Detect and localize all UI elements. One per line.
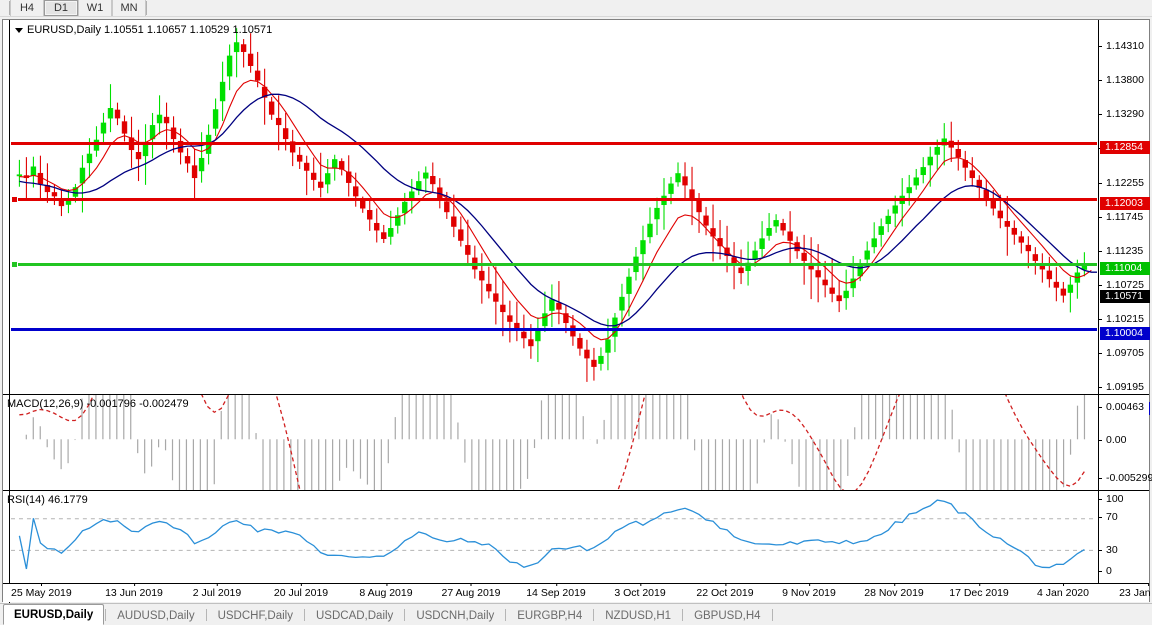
date-tick: 20 Jul 2019 — [273, 583, 329, 599]
level-line-resistance-upper[interactable] — [11, 142, 1097, 145]
rsi-plot-area — [11, 491, 1097, 583]
price-level-label[interactable]: 1.12003 — [1100, 197, 1150, 210]
candlestick-plot — [16, 28, 1097, 382]
price-level-label[interactable]: 1.11004 — [1100, 262, 1150, 275]
toolbar-divider-end — [146, 1, 147, 15]
chart-header: EURUSD,Daily 1.10551 1.10657 1.10529 1.1… — [15, 24, 272, 36]
symbol-tab-divider — [105, 609, 107, 621]
price-tick: 1.10215 — [1099, 313, 1150, 325]
symbol-tab-divider — [505, 609, 507, 621]
symbol-tab-bar: EURUSD,Daily AUDUSD,Daily USDCHF,Daily USDC… — [0, 603, 1152, 625]
price-tick: 1.11745 — [1099, 211, 1150, 223]
rsi-left-rail — [3, 491, 10, 583]
date-tick: 4 Jan 2020 — [1037, 583, 1089, 599]
macd-pane[interactable]: MACD(12,26,9) -0.001796 -0.002479 0.0046… — [3, 394, 1152, 490]
date-tick: 9 Nov 2019 — [782, 583, 836, 599]
macd-tick: -0.005299 — [1099, 472, 1152, 484]
timeframe-button-mn[interactable]: MN — [112, 0, 146, 16]
symbol-tab-divider — [593, 609, 595, 621]
level-drag-handle[interactable] — [11, 196, 18, 203]
symbol-tab-divider — [303, 609, 305, 621]
date-tick: 28 Nov 2019 — [864, 583, 924, 599]
price-tick: 1.12255 — [1099, 177, 1150, 189]
toolbar-divider — [9, 1, 10, 15]
toolbar-grip — [0, 0, 9, 16]
macd-header: MACD(12,26,9) -0.001796 -0.002479 — [7, 398, 189, 410]
symbol-tab-eurgbp-h4[interactable]: EURGBP,H4 — [517, 609, 583, 622]
symbol-tab-divider-end — [771, 609, 773, 621]
date-tick: 2 Jul 2019 — [192, 583, 242, 599]
date-tick: 3 Oct 2019 — [614, 583, 666, 599]
date-tick: 17 Dec 2019 — [949, 583, 1009, 599]
symbol-tab-divider — [205, 609, 207, 621]
price-tick: 1.11235 — [1099, 245, 1150, 257]
date-tick: 27 Aug 2019 — [441, 583, 501, 599]
price-level-label[interactable]: 1.10571 — [1100, 290, 1150, 303]
price-tick: 1.10725 — [1099, 279, 1150, 291]
price-chart-pane[interactable]: EURUSD,Daily 1.10551 1.10657 1.10529 1.1… — [11, 20, 1097, 394]
timeframe-toolbar: H4 D1 W1 MN — [0, 0, 1152, 17]
date-tick: 22 Oct 2019 — [696, 583, 754, 599]
rsi-tick: 100 — [1099, 493, 1150, 505]
level-line-resistance-lower[interactable] — [11, 196, 1097, 203]
rsi-tick: 0 — [1099, 565, 1150, 577]
date-axis[interactable]: 25 May 2019 13 Jun 2019 2 Jul 2019 20 Jul 2… — [3, 583, 1152, 602]
chart-header-text: EURUSD,Daily 1.10551 1.10657 1.10529 1.1… — [27, 24, 273, 36]
date-tick: 25 May 2019 — [11, 583, 72, 599]
macd-scale-axis: 0.00463 0.00 -0.005299 — [1098, 395, 1152, 490]
timeframe-button-h4[interactable]: H4 — [10, 0, 44, 16]
macd-plot — [19, 395, 1086, 490]
macd-tick: 0.00463 — [1099, 401, 1150, 413]
price-level-label[interactable]: 1.10004 — [1100, 327, 1150, 340]
date-tick: 13 Jun 2019 — [105, 583, 163, 599]
timeframe-button-w1[interactable]: W1 — [78, 0, 112, 16]
symbol-tab-audusd-daily[interactable]: AUDUSD,Daily — [117, 609, 195, 622]
date-tick: 14 Sep 2019 — [526, 583, 586, 599]
symbol-tab-usdcad-daily[interactable]: USDCAD,Daily — [315, 609, 394, 622]
timeframe-button-d1[interactable]: D1 — [44, 0, 78, 16]
chart-left-rail — [3, 20, 10, 603]
price-level-label[interactable]: 1.12854 — [1100, 141, 1150, 154]
rsi-plot — [11, 499, 1097, 570]
macd-plot-area — [11, 395, 1097, 490]
symbol-tab-divider — [404, 609, 406, 621]
date-tick: 23 Jan 2020 — [1119, 583, 1152, 599]
symbol-tab-divider — [682, 609, 684, 621]
collapse-arrow-icon[interactable] — [15, 27, 23, 33]
level-line-support-upper[interactable] — [11, 328, 1097, 331]
price-tick: 1.14310 — [1099, 40, 1150, 52]
price-tick: 1.13290 — [1099, 108, 1150, 120]
level-line-pivot-level[interactable] — [11, 261, 1097, 268]
macd-tick: 0.00 — [1099, 434, 1150, 446]
rsi-tick: 30 — [1099, 544, 1150, 556]
chart-frame: EURUSD,Daily 1.10551 1.10657 1.10529 1.1… — [2, 19, 1152, 603]
price-tick: 1.13800 — [1099, 74, 1150, 86]
symbol-tab-usdcnh-daily[interactable]: USDCNH,Daily — [416, 609, 495, 622]
rsi-pane[interactable]: RSI(14) 46.1779 100 70 30 0 — [3, 490, 1149, 583]
rsi-scale-axis: 100 70 30 0 — [1098, 491, 1149, 583]
symbol-tab-gbpusd-h4[interactable]: GBPUSD,H4 — [694, 609, 761, 622]
rsi-tick: 70 — [1099, 511, 1150, 523]
macd-left-rail — [3, 395, 10, 490]
symbol-tab-usdchf-daily[interactable]: USDCHF,Daily — [217, 609, 293, 622]
price-tick: 1.09705 — [1099, 347, 1150, 359]
price-tick: 1.09195 — [1099, 381, 1150, 393]
level-drag-handle[interactable] — [11, 261, 18, 268]
symbol-tab-eurusd-daily[interactable]: EURUSD,Daily — [3, 604, 105, 625]
date-tick: 8 Aug 2019 — [359, 583, 413, 599]
rsi-header: RSI(14) 46.1779 — [7, 494, 88, 506]
symbol-tab-nzdusd-h1[interactable]: NZDUSD,H1 — [605, 609, 672, 622]
price-scale-axis[interactable]: 1.143101.138001.132901.127801.122551.117… — [1098, 20, 1150, 427]
